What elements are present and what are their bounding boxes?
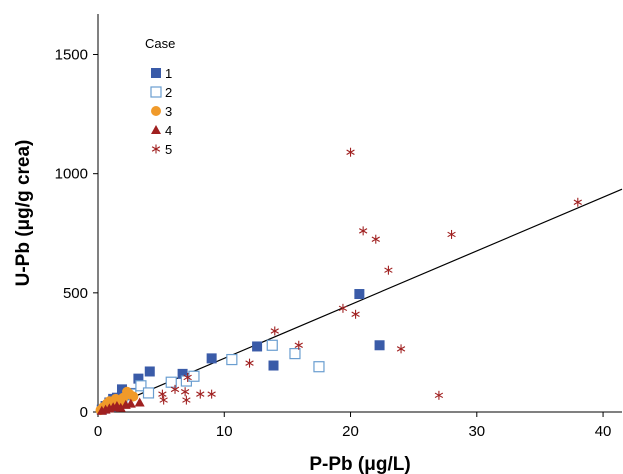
data-point <box>294 340 303 350</box>
data-point <box>116 384 127 395</box>
data-points <box>95 147 582 416</box>
y-tick-label: 1500 <box>55 47 88 64</box>
legend-marker-2 <box>150 86 162 98</box>
data-point <box>182 395 191 405</box>
data-point <box>396 344 406 354</box>
legend: Case 1 2 3 4 5 <box>145 36 175 157</box>
x-axis-title: P-Pb (μg/L) <box>309 454 410 474</box>
x-tick-label: 0 <box>94 423 102 440</box>
x-tick-label: 30 <box>468 423 485 440</box>
data-point <box>358 226 368 236</box>
data-point <box>447 229 456 239</box>
y-tick-label: 0 <box>80 404 88 421</box>
data-point <box>266 339 278 351</box>
data-point <box>196 389 205 399</box>
series-4 <box>96 397 145 415</box>
data-point <box>135 380 147 392</box>
x-tick-label: 20 <box>342 423 359 440</box>
x-ticks: 0 10 20 30 40 <box>94 412 612 440</box>
legend-label-1: 1 <box>165 66 172 81</box>
data-point <box>133 373 144 384</box>
legend-marker-3 <box>151 106 161 116</box>
data-point <box>338 303 348 313</box>
data-point <box>346 147 355 157</box>
data-point <box>206 353 217 364</box>
data-point <box>125 398 136 408</box>
series-5 <box>158 147 582 405</box>
y-axis-title: U-Pb (μg/g crea) <box>13 140 34 287</box>
data-point <box>180 387 190 397</box>
data-point <box>268 360 279 371</box>
data-point <box>177 368 188 379</box>
data-point <box>371 234 380 244</box>
data-point <box>158 389 167 399</box>
data-point <box>434 390 444 400</box>
data-point <box>252 341 263 352</box>
data-point <box>159 395 168 405</box>
data-point <box>183 372 192 382</box>
data-point <box>207 389 216 399</box>
data-point <box>115 402 126 412</box>
axes <box>97 14 622 413</box>
data-point <box>144 366 155 377</box>
legend-label-4: 4 <box>165 123 172 138</box>
legend-label-2: 2 <box>165 85 172 100</box>
data-point <box>170 384 180 394</box>
data-point <box>351 309 360 319</box>
data-point <box>354 289 365 300</box>
data-point <box>374 340 385 351</box>
data-point <box>226 353 238 366</box>
y-ticks: 0 500 1000 1500 <box>55 47 98 421</box>
data-point <box>384 265 393 275</box>
x-tick-label: 10 <box>216 423 233 440</box>
y-tick-label: 500 <box>63 285 88 302</box>
legend-title: Case <box>145 36 175 51</box>
data-point <box>128 391 139 402</box>
legend-label-5: 5 <box>165 142 172 157</box>
x-tick-label: 40 <box>595 423 612 440</box>
data-point <box>134 397 145 407</box>
data-point <box>270 326 279 336</box>
legend-marker-1 <box>151 68 161 78</box>
legend-items: 1 2 3 4 5 <box>150 66 172 157</box>
data-point <box>313 361 325 373</box>
data-point <box>573 197 582 207</box>
legend-label-3: 3 <box>165 104 172 119</box>
data-point <box>142 387 155 399</box>
legend-marker-4 <box>151 125 161 134</box>
y-tick-label: 1000 <box>55 166 88 183</box>
data-point <box>245 358 254 368</box>
data-point <box>289 348 301 360</box>
legend-marker-5 <box>151 144 161 154</box>
